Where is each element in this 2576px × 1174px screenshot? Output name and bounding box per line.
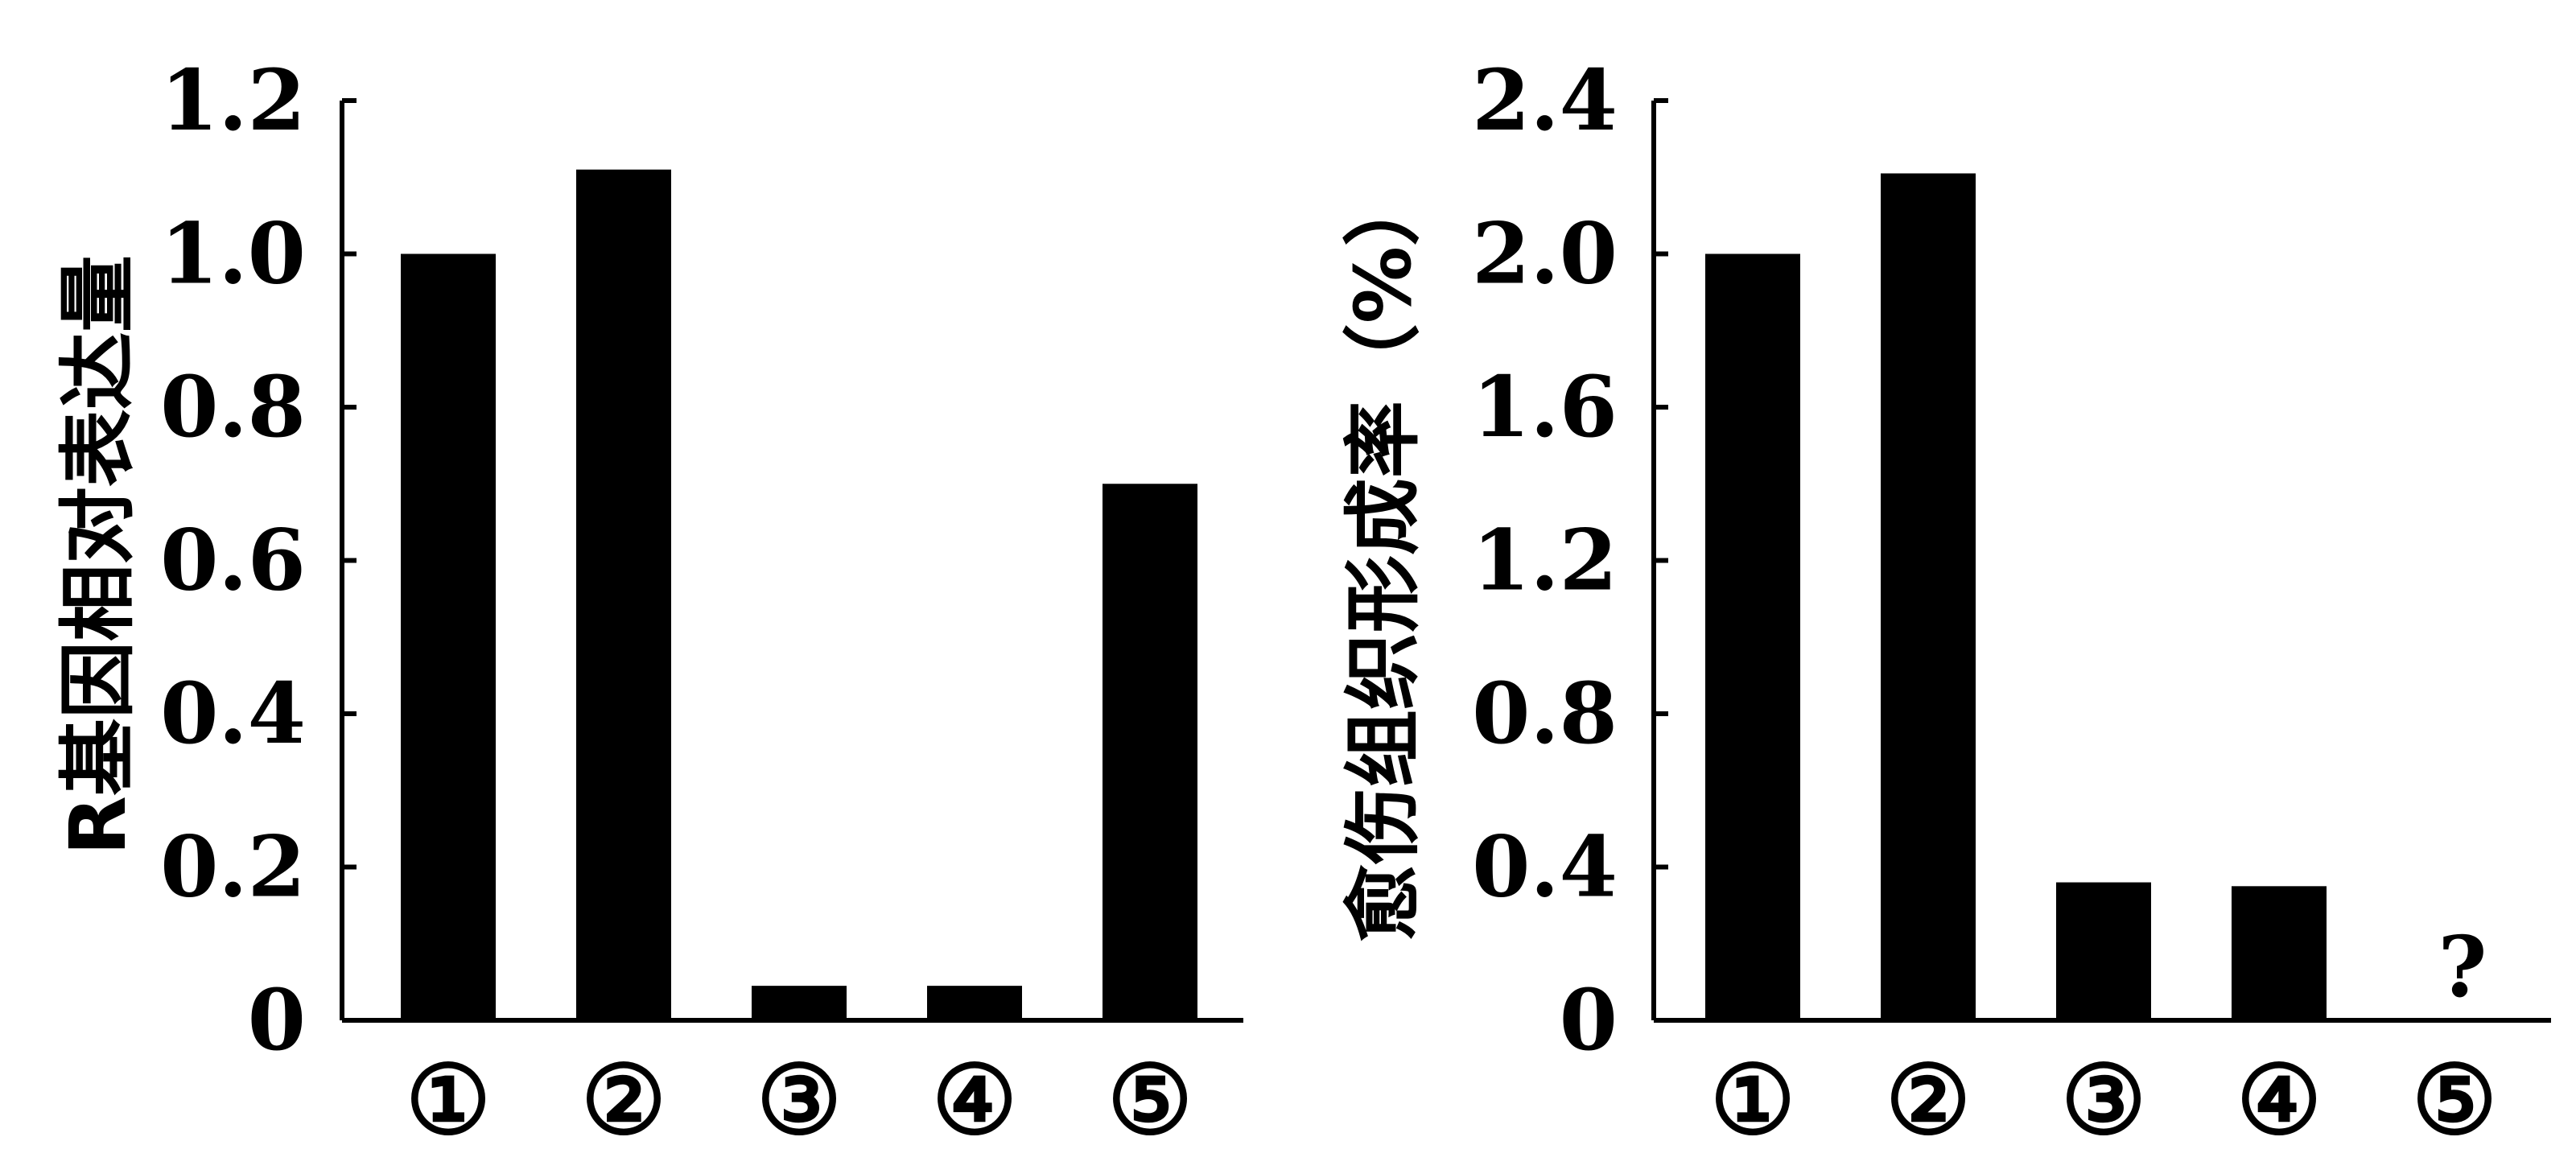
bar xyxy=(1881,173,1976,1020)
y-tick-label: 0.2 xyxy=(160,818,306,917)
x-tick-label: ① xyxy=(1710,1044,1795,1155)
chart-callus-formation-rate: 0 0.4 0.8 1.2 1.6 2.0 2.4 ① ② ③ ④? ⑤ 愈伤组织形成率（%） xyxy=(1338,51,2551,1155)
y-tick-label: 1.0 xyxy=(160,204,306,303)
bar xyxy=(927,986,1022,1020)
chart-r-gene-expression: 0 0.2 0.4 0.6 0.8 1.0 1.2 ① ② ③ ④ ⑤ R基因相对表达量 xyxy=(53,51,1243,1155)
y-tick-label: 0 xyxy=(248,970,306,1069)
x-tick-label: ⑤ xyxy=(1107,1044,1193,1155)
x-tick-label: ③ xyxy=(756,1044,842,1155)
bar xyxy=(2232,886,2327,1020)
y-tick-label: 2.4 xyxy=(1472,51,1618,150)
y-tick-label: 0.6 xyxy=(160,511,306,610)
y-tick-label: 0.4 xyxy=(160,664,306,763)
x-tick-label: ① xyxy=(406,1044,491,1155)
bar xyxy=(752,986,847,1020)
x-tick-label: ⑤ xyxy=(2412,1044,2497,1155)
x-tick-label: ② xyxy=(581,1044,666,1155)
x-tick-label: ④ xyxy=(2236,1044,2322,1155)
y-tick-label: 0.8 xyxy=(160,357,306,456)
y-tick-label: 0 xyxy=(1560,970,1618,1069)
y-tick-label: 1.2 xyxy=(1472,511,1618,610)
y-axis-label: R基因相对表达量 xyxy=(53,255,143,855)
y-tick-label: 0.4 xyxy=(1472,818,1618,917)
bar xyxy=(1103,484,1197,1020)
bar-annotation: ? xyxy=(2438,917,2487,1016)
x-tick-label: ③ xyxy=(2061,1044,2146,1155)
y-tick-label: 2.0 xyxy=(1472,204,1618,303)
y-axis-label: 愈伤组织形成率（%） xyxy=(1338,169,1428,941)
bar xyxy=(2056,882,2151,1020)
y-tick-label: 1.6 xyxy=(1472,357,1618,456)
y-tick-label: 1.2 xyxy=(160,51,306,150)
x-tick-label: ② xyxy=(1886,1044,1971,1155)
x-tick-label: ④ xyxy=(932,1044,1017,1155)
bar xyxy=(401,253,496,1020)
y-tick-label: 0.8 xyxy=(1472,664,1618,763)
bar xyxy=(1705,253,1800,1020)
bar xyxy=(576,169,671,1021)
